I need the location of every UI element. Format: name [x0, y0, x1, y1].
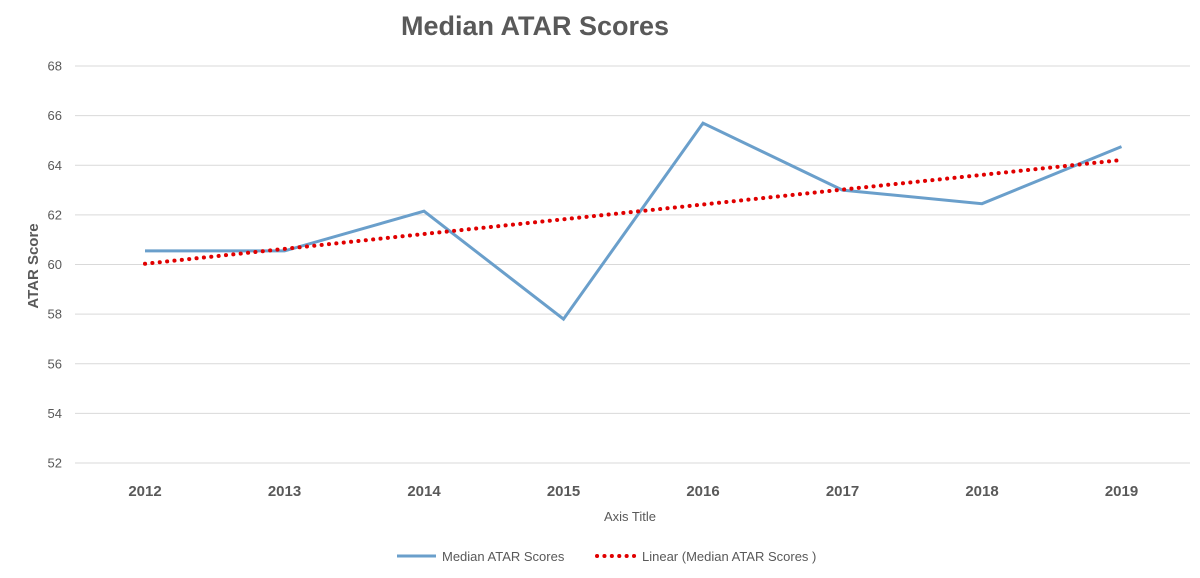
x-tick-label: 2015 [547, 483, 580, 500]
x-tick-label: 2018 [965, 483, 998, 500]
x-tick-label: 2012 [128, 483, 161, 500]
x-tick-label: 2013 [268, 483, 301, 500]
x-tick-label: 2016 [686, 483, 719, 500]
chart-title: Median ATAR Scores [401, 11, 669, 41]
y-tick-label: 52 [48, 456, 62, 471]
y-tick-label: 54 [48, 406, 62, 421]
legend-label-linear: Linear (Median ATAR Scores ) [642, 549, 816, 564]
x-tick-label: 2014 [407, 483, 441, 500]
y-tick-label: 58 [48, 307, 62, 322]
series-layer [143, 121, 1124, 322]
x-tick-label: 2017 [826, 483, 859, 500]
series-line-median [145, 121, 1123, 322]
grid-lines [75, 65, 1190, 464]
legend-label-median: Median ATAR Scores [442, 549, 565, 564]
x-axis-ticks: 2012 2013 2014 2015 2016 2017 2018 2019 [128, 483, 1138, 500]
y-tick-label: 64 [48, 158, 62, 173]
y-axis-ticks: 52 54 56 58 60 62 64 66 68 [48, 59, 62, 471]
y-tick-label: 68 [48, 59, 62, 74]
legend: Median ATAR Scores Linear (Median ATAR S… [397, 549, 816, 564]
trendline-linear [143, 158, 1124, 266]
y-tick-label: 66 [48, 108, 62, 123]
y-tick-label: 60 [48, 257, 62, 272]
y-axis-label: ATAR Score [25, 223, 42, 308]
y-tick-label: 56 [48, 356, 62, 371]
x-axis-label: Axis Title [604, 509, 656, 524]
x-tick-label: 2019 [1105, 483, 1138, 500]
y-tick-label: 62 [48, 207, 62, 222]
